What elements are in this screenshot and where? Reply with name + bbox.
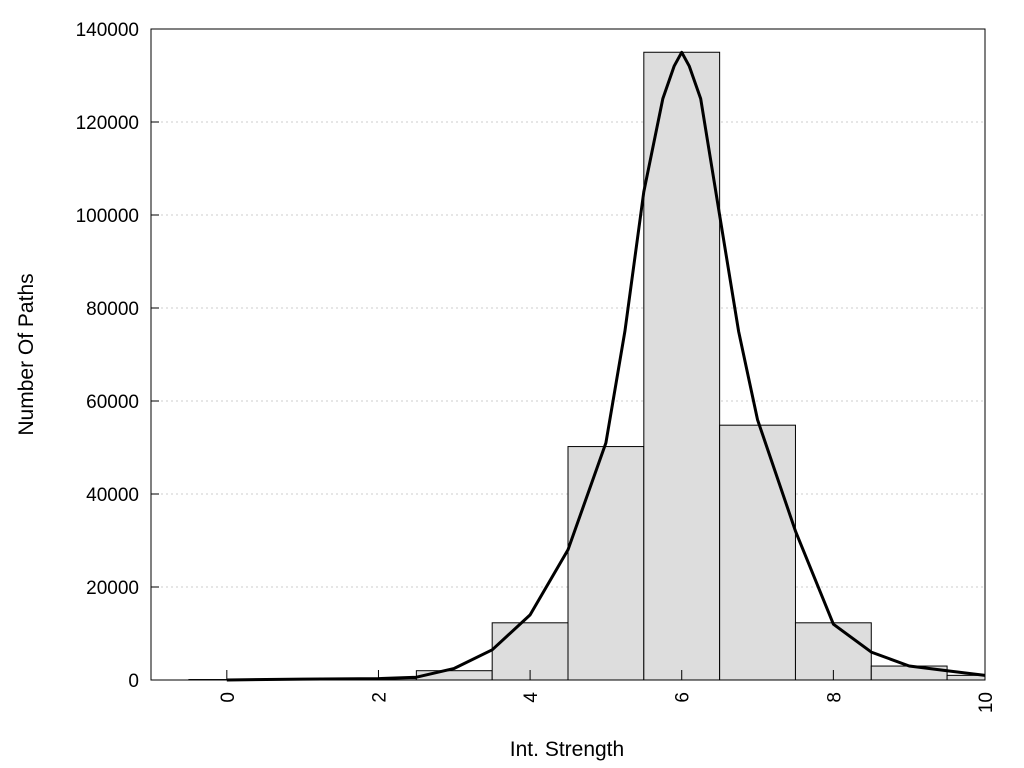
y-axis-title: Number Of Paths [15,273,38,435]
fit-curve [226,50,986,682]
y-tick-label-7: 140000 [76,20,139,41]
x-tick-label-5: 10 [976,692,997,713]
x-tick-label-0: 0 [218,692,239,703]
y-tick-label-6: 120000 [76,113,139,134]
x-tick-label-3: 6 [673,692,694,703]
histogram-bar-7 [719,424,796,681]
y-tick-label-0: 0 [128,671,139,692]
x-tick-label-2: 4 [521,692,542,703]
histogram-bar-6 [643,51,721,681]
histogram-bar-5 [567,446,645,681]
y-tick-label-1: 20000 [86,578,139,599]
y-tick-label-5: 100000 [76,206,139,227]
x-tick-label-1: 2 [369,692,390,703]
plot-frame [150,28,986,681]
axis-ticks: 0 20000 40000 60000 80000 100000 120000 140000 0… [76,20,997,713]
x-axis-title: Int. Strength [510,738,624,761]
histogram-bars [188,51,986,681]
y-tick-label-3: 60000 [86,392,139,413]
x-tick-label-4: 8 [824,692,845,703]
y-tick-label-4: 80000 [86,299,139,320]
y-tick-label-2: 40000 [86,485,139,506]
fit-curve-layer [226,50,986,682]
